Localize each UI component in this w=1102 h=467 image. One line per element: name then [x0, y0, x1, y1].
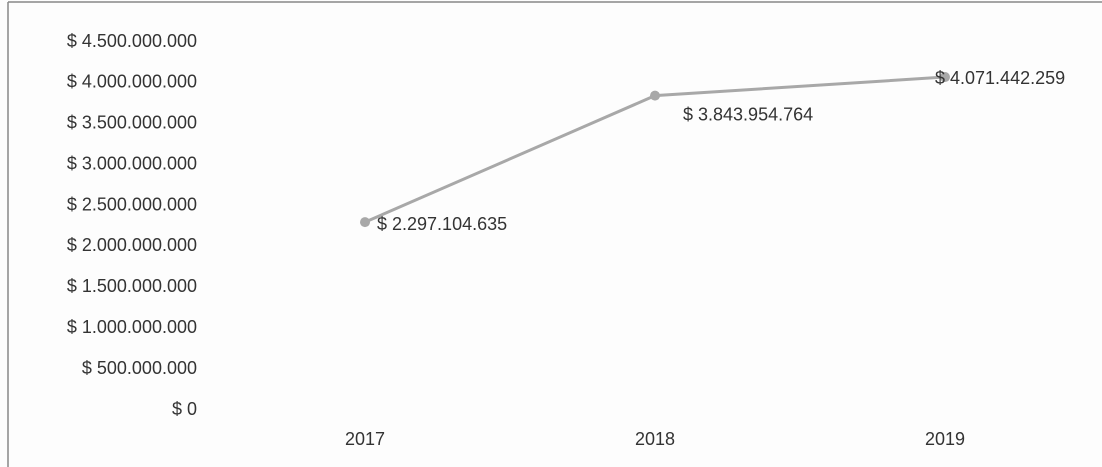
x-tick-label: 2017 [345, 429, 385, 449]
x-tick-label: 2019 [925, 429, 965, 449]
data-label: $ 4.071.442.259 [935, 68, 1065, 88]
y-tick-label: $ 4.000.000.000 [67, 72, 197, 92]
data-label: $ 3.843.954.764 [683, 104, 813, 124]
y-tick-label: $ 2.500.000.000 [67, 194, 197, 214]
x-tick-label: 2018 [635, 429, 675, 449]
y-tick-label: $ 3.500.000.000 [67, 113, 197, 133]
y-tick-label: $ 2.000.000.000 [67, 235, 197, 255]
y-tick-label: $ 1.000.000.000 [67, 317, 197, 337]
y-tick-label: $ 500.000.000 [82, 358, 197, 378]
data-point [360, 217, 370, 228]
y-tick-label: $ 3.000.000.000 [67, 153, 197, 173]
data-label: $ 2.297.104.635 [377, 214, 507, 234]
y-tick-label: $ 4.500.000.000 [67, 31, 197, 51]
data-point [650, 90, 660, 101]
data-point [940, 72, 950, 83]
y-tick-label: $ 0 [172, 399, 197, 419]
y-tick-label: $ 1.500.000.000 [67, 276, 197, 296]
